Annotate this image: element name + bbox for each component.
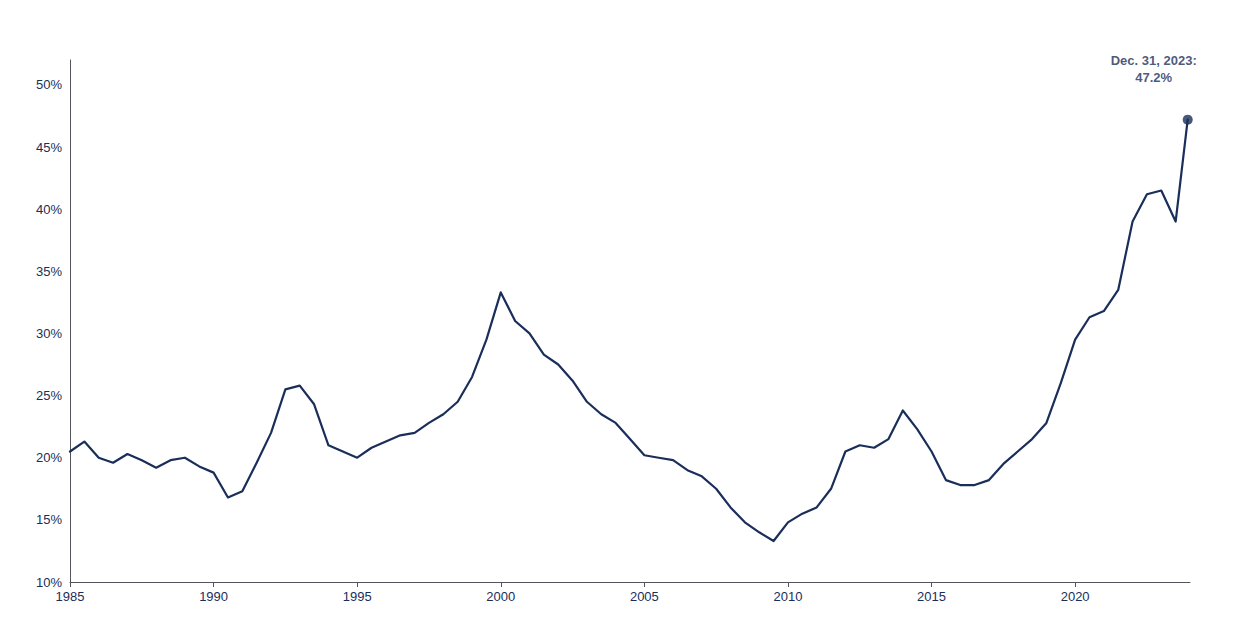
svg-text:25%: 25% (36, 388, 62, 403)
svg-text:2015: 2015 (917, 589, 946, 604)
svg-text:47.2%: 47.2% (1135, 70, 1172, 85)
svg-text:15%: 15% (36, 512, 62, 527)
svg-text:2020: 2020 (1061, 589, 1090, 604)
svg-text:50%: 50% (36, 77, 62, 92)
svg-text:Dec. 31, 2023:: Dec. 31, 2023: (1111, 53, 1197, 68)
svg-text:1995: 1995 (343, 589, 372, 604)
svg-text:10%: 10% (36, 575, 62, 590)
svg-text:35%: 35% (36, 264, 62, 279)
svg-text:2000: 2000 (486, 589, 515, 604)
svg-text:2010: 2010 (773, 589, 802, 604)
svg-text:2005: 2005 (630, 589, 659, 604)
svg-text:40%: 40% (36, 202, 62, 217)
svg-text:45%: 45% (36, 140, 62, 155)
svg-text:1985: 1985 (56, 589, 85, 604)
svg-text:30%: 30% (36, 326, 62, 341)
svg-text:20%: 20% (36, 450, 62, 465)
svg-text:1990: 1990 (199, 589, 228, 604)
